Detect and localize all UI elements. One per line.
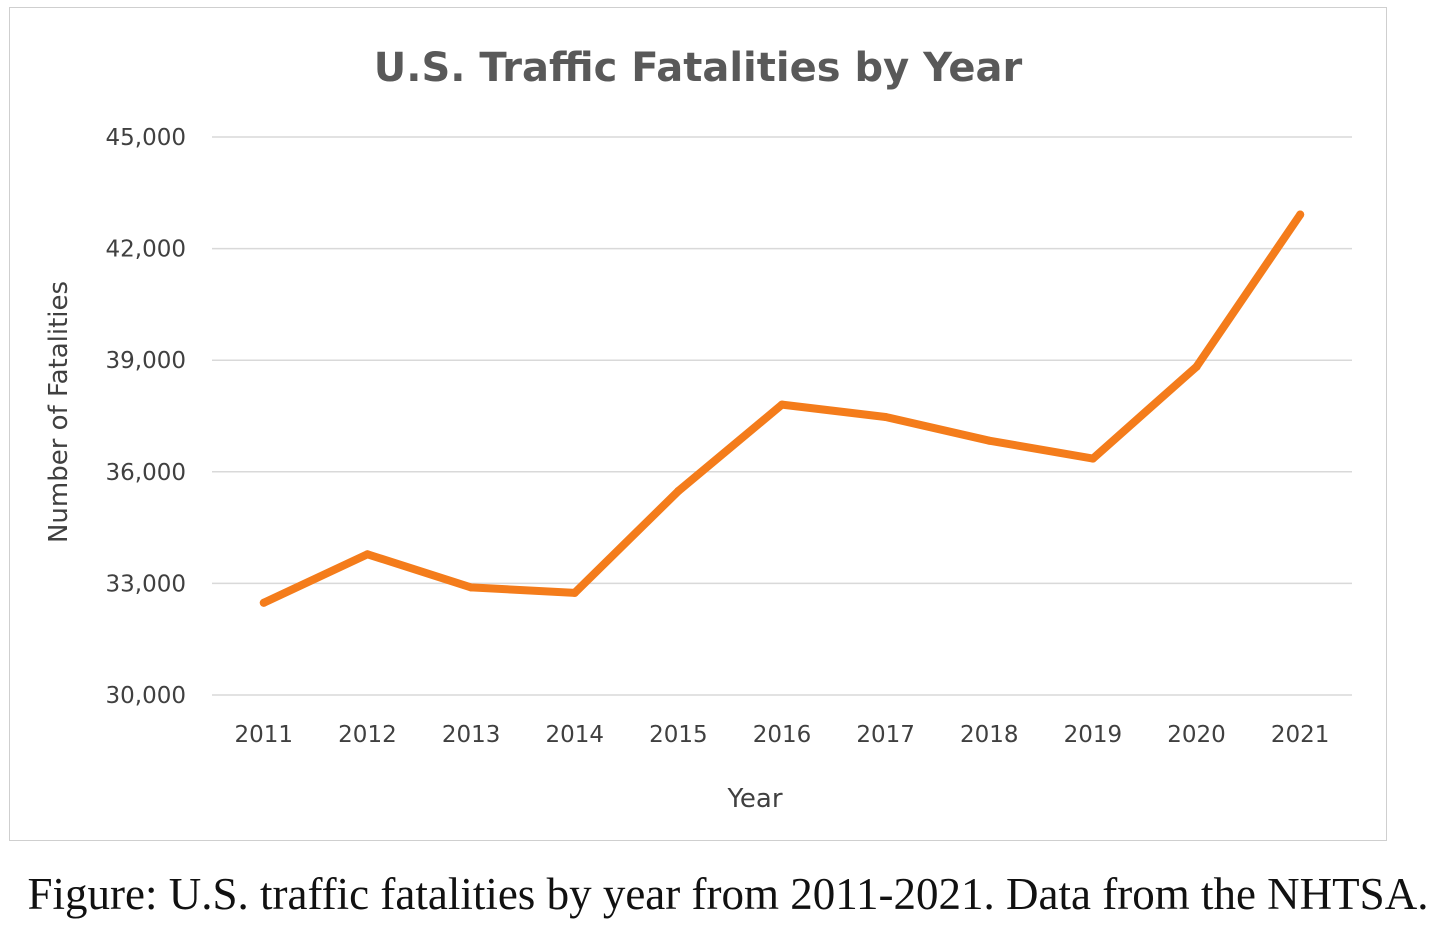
y-tick-label: 42,000 [106, 237, 186, 263]
x-tick-label: 2018 [960, 722, 1019, 748]
series-line-0 [259, 210, 1305, 607]
x-tick-label: 2011 [235, 722, 294, 748]
x-tick-label: 2021 [1271, 722, 1330, 748]
x-tick-label: 2020 [1167, 722, 1226, 748]
x-tick-label: 2019 [1064, 722, 1123, 748]
x-tick-label: 2015 [649, 722, 708, 748]
gridlines [212, 136, 1352, 696]
line-chart: U.S. Traffic Fatalities by Year 30,000 33… [44, 45, 1352, 814]
chart-frame [9, 7, 1387, 841]
y-axis-ticks: 30,000 33,000 36,000 39,000 42,000 45,000 [106, 125, 186, 709]
x-tick-label: 2012 [338, 722, 397, 748]
series-layer [259, 210, 1305, 607]
data-point-2014 [570, 588, 579, 597]
data-point-2013 [467, 583, 476, 592]
figure-caption: Figure: U.S. traffic fatalities by year … [27, 869, 1429, 919]
x-axis-ticks: 2011 2012 2013 2014 2015 2016 2017 2018 2019 2020… [235, 722, 1330, 748]
data-point-2021 [1296, 210, 1305, 219]
data-point-2018 [985, 436, 994, 445]
data-point-2012 [363, 550, 372, 559]
y-tick-label: 45,000 [106, 125, 186, 151]
chart-title: U.S. Traffic Fatalities by Year [374, 45, 1023, 91]
x-tick-label: 2013 [442, 722, 501, 748]
y-tick-label: 30,000 [106, 683, 186, 709]
data-point-2020 [1192, 362, 1201, 371]
y-tick-label: 39,000 [106, 348, 186, 374]
x-tick-label: 2016 [753, 722, 812, 748]
data-point-2019 [1088, 454, 1097, 463]
y-tick-label: 33,000 [106, 571, 186, 597]
data-point-2015 [674, 486, 683, 495]
y-tick-label: 36,000 [106, 460, 186, 486]
data-point-2011 [259, 598, 268, 607]
data-point-2016 [778, 400, 786, 409]
y-axis-title: Number of Fatalities [44, 281, 74, 543]
x-tick-label: 2017 [856, 722, 915, 748]
x-tick-label: 2014 [545, 722, 604, 748]
x-axis-title: Year [726, 784, 782, 814]
data-point-2017 [881, 413, 890, 422]
